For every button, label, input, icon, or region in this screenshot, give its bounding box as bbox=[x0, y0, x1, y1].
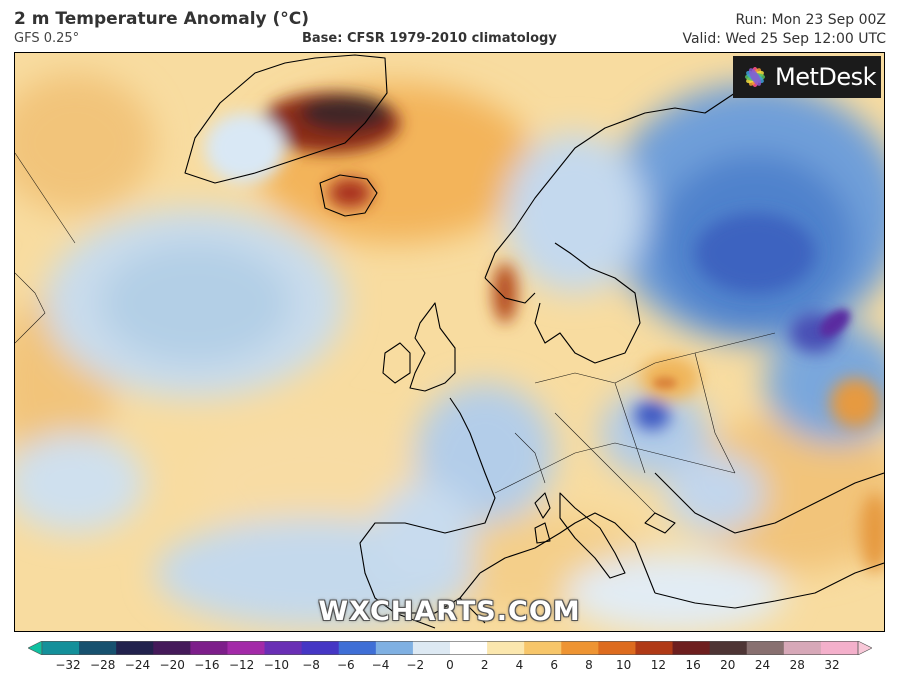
colorbar-border bbox=[41, 641, 859, 655]
colorbar-max-arrow bbox=[857, 641, 872, 655]
model-label: GFS 0.25° bbox=[14, 31, 80, 46]
colorbar-segment bbox=[153, 641, 191, 655]
colorbar-tick-label: −20 bbox=[159, 658, 185, 672]
colorbar-tick-label: −8 bbox=[302, 658, 320, 672]
colorbar-segment bbox=[487, 641, 525, 655]
colorbar-segment bbox=[412, 641, 451, 655]
colorbar-segment bbox=[746, 641, 785, 655]
colorbar-tick-label: 12 bbox=[650, 658, 666, 672]
colorbar-tick-label: 24 bbox=[754, 658, 771, 672]
colorbar-segment bbox=[264, 641, 303, 655]
colorbar-tick-label: −16 bbox=[194, 658, 220, 672]
colorbar-tick-label: 4 bbox=[515, 658, 524, 672]
colorbar-segment bbox=[338, 641, 377, 655]
colorbar-segment bbox=[598, 641, 636, 655]
colorbar-min-arrow bbox=[28, 641, 43, 655]
colorbar-segment bbox=[190, 641, 228, 655]
colorbar-tick-label: 8 bbox=[585, 658, 593, 672]
colorbar-tick-label: 28 bbox=[789, 658, 805, 672]
map-canvas bbox=[15, 53, 884, 631]
colorbar-segment bbox=[79, 641, 117, 655]
colorbar-tick-label: −10 bbox=[263, 658, 290, 672]
coastlines bbox=[184, 54, 884, 629]
colorbar-segment bbox=[783, 641, 822, 655]
climatology-base-label: Base: CFSR 1979-2010 climatology bbox=[302, 31, 557, 46]
colorbar-tick-label: 6 bbox=[550, 658, 558, 672]
colorbar-segment bbox=[227, 641, 266, 655]
colorbar-segment bbox=[301, 641, 340, 655]
colorbar bbox=[28, 641, 872, 655]
valid-time-label: Valid: Wed 25 Sep 12:00 UTC bbox=[682, 31, 886, 47]
metdesk-flower-icon bbox=[745, 67, 765, 87]
colorbar-segment bbox=[116, 641, 154, 655]
colorbar-segment bbox=[635, 641, 674, 655]
colorbar-tick-label: 20 bbox=[720, 658, 736, 672]
broad-anomaly-regions bbox=[15, 73, 884, 631]
colorbar-tick-label: 32 bbox=[824, 658, 840, 672]
colorbar-segment bbox=[450, 641, 488, 655]
colorbar-ticks: −32 −28 −24 −20 −16 −12 −10 −8 −6 −4 −2 0 2 4 6 8 10 12 16… bbox=[0, 658, 900, 676]
colorbar-tick-label: −32 bbox=[55, 658, 81, 672]
colorbar-segment bbox=[42, 641, 80, 655]
colorbar-tick-label: −4 bbox=[371, 658, 390, 672]
colorbar-segment bbox=[709, 641, 748, 655]
borders bbox=[15, 152, 776, 514]
colorbar-tick-label: −2 bbox=[406, 658, 425, 672]
metdesk-logo-text: MetDesk bbox=[775, 63, 877, 91]
colorbar-tick-label: −6 bbox=[336, 658, 355, 672]
chart-title: 2 m Temperature Anomaly (°C) bbox=[14, 9, 310, 29]
colorbar-tick-label: 16 bbox=[685, 658, 701, 672]
metdesk-logo: MetDesk bbox=[733, 56, 881, 98]
colorbar-tick-label: −28 bbox=[90, 658, 116, 672]
colorbar-tick-label: −12 bbox=[228, 658, 255, 672]
colorbar-tick-label: 2 bbox=[480, 658, 489, 672]
colorbar-tick-label: 0 bbox=[446, 658, 454, 672]
colorbar-segment bbox=[524, 641, 562, 655]
colorbar-segment bbox=[561, 641, 599, 655]
colorbar-tick-label: −24 bbox=[124, 658, 151, 672]
colorbar-segment bbox=[672, 641, 711, 655]
wxcharts-watermark: WXCHARTS.COM bbox=[318, 596, 581, 627]
fine-detail bbox=[653, 309, 851, 389]
run-time-label: Run: Mon 23 Sep 00Z bbox=[735, 12, 887, 28]
colorbar-segment bbox=[375, 641, 414, 655]
colorbar-segment bbox=[820, 641, 859, 655]
strong-anomaly-regions bbox=[205, 93, 884, 573]
colorbar-tick-label: 10 bbox=[615, 658, 632, 672]
anomaly-map: MetDesk WXCHARTS.COM bbox=[14, 52, 885, 632]
